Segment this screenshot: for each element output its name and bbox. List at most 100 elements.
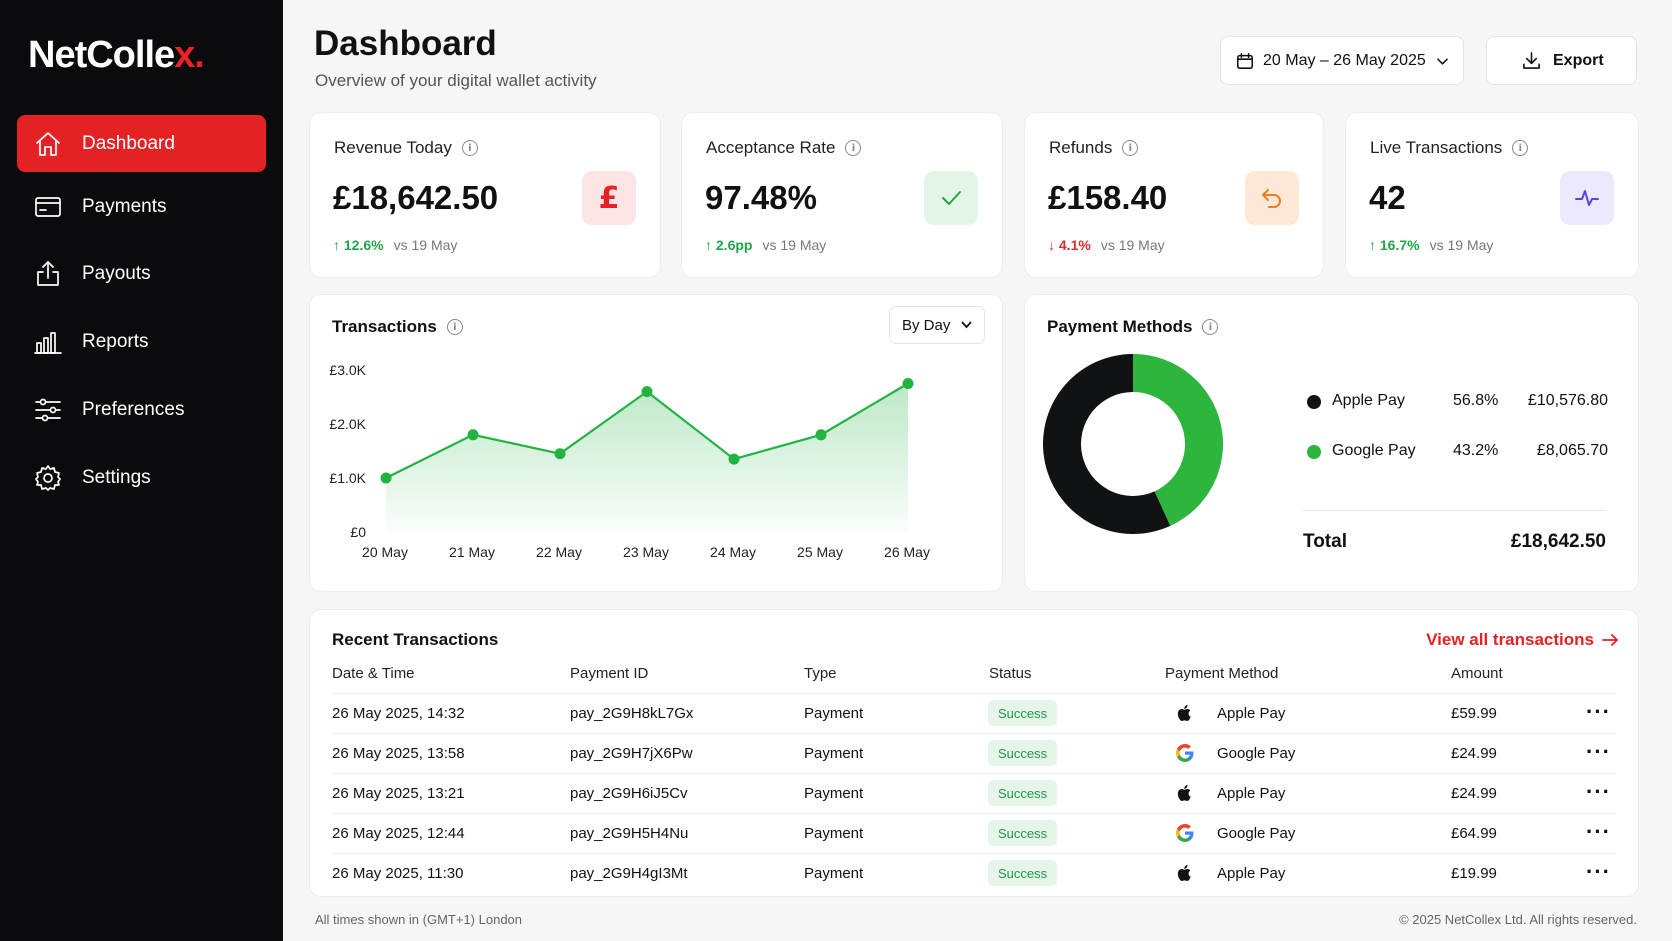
status-badge: Success <box>988 820 1058 846</box>
stat-delta: ↑ 2.6pp vs 19 May <box>705 237 826 253</box>
divider <box>1303 510 1606 511</box>
sidebar-item-payments[interactable]: Payments <box>17 178 266 235</box>
cell-payment-method: Google Pay <box>1217 745 1296 762</box>
stat-value: 42 <box>1369 179 1406 216</box>
payment-methods-card: Payment Methods i Apple Pay 56.8% £10,576… <box>1024 294 1639 592</box>
stat-card-refunds: Refunds i £158.40 ↓ 4.1% vs 19 May <box>1024 112 1324 278</box>
info-icon[interactable]: i <box>1202 319 1219 335</box>
stat-value: £158.40 <box>1048 179 1168 216</box>
delta-value: 4.1% <box>1058 237 1091 253</box>
column-header[interactable]: Payment Method <box>1165 665 1279 682</box>
more-actions-icon[interactable]: ··· <box>1586 699 1611 724</box>
data-point[interactable] <box>467 429 479 441</box>
cell-amount: £64.99 <box>1451 825 1497 842</box>
pulse-icon <box>1560 171 1614 225</box>
delta-value: 12.6% <box>343 237 384 253</box>
stat-value: 97.48% <box>705 179 817 216</box>
legend-pct: 56.8% <box>1453 392 1499 409</box>
more-actions-icon[interactable]: ··· <box>1586 779 1611 804</box>
sidebar-item-settings[interactable]: Settings <box>17 449 266 506</box>
table-row[interactable]: 26 May 2025, 13:21 pay_2G9H6iJ5Cv Paymen… <box>332 773 1616 813</box>
apple-icon <box>1177 865 1191 881</box>
cell-payment-method: Apple Pay <box>1217 865 1286 882</box>
view-all-label: View all transactions <box>1426 630 1594 649</box>
status-badge: Success <box>988 780 1058 806</box>
column-header[interactable]: Type <box>804 665 837 682</box>
legend-row-apple-pay: Apple Pay 56.8% £10,576.80 <box>1025 390 1638 414</box>
data-point[interactable] <box>380 472 392 484</box>
more-actions-icon[interactable]: ··· <box>1586 859 1611 884</box>
cell-type: Payment <box>804 785 864 802</box>
cell-type: Payment <box>804 705 864 722</box>
info-icon[interactable]: i <box>461 140 478 156</box>
x-tick-label: 26 May <box>884 544 930 560</box>
info-icon[interactable]: i <box>1122 140 1139 156</box>
gear-icon <box>35 464 61 491</box>
check-icon <box>924 171 978 225</box>
column-header[interactable]: Status <box>989 665 1032 682</box>
export-button[interactable]: Export <box>1486 36 1637 85</box>
stat-card-live: Live Transactions i 42 ↑ 16.7% vs 19 May <box>1345 112 1639 278</box>
data-point[interactable] <box>728 453 740 465</box>
payment-methods-title: Payment Methods <box>1047 317 1193 336</box>
delta-value: 2.6pp <box>715 237 753 253</box>
data-point[interactable] <box>902 378 914 389</box>
total-value: £18,642.50 <box>1510 531 1606 552</box>
granularity-select[interactable]: By Day <box>889 306 985 344</box>
sidebar-item-label: Preferences <box>82 398 185 420</box>
sidebar-item-payouts[interactable]: Payouts <box>17 245 266 302</box>
delta-value: 16.7% <box>1379 237 1420 253</box>
view-all-link[interactable]: View all transactions <box>1426 630 1618 650</box>
page-subtitle: Overview of your digital wallet activity <box>315 71 597 90</box>
table-row[interactable]: 26 May 2025, 11:30 pay_2G9H4gI3Mt Paymen… <box>332 853 1616 893</box>
y-tick-label: £0 <box>350 524 366 540</box>
y-tick-label: £3.0K <box>329 362 366 378</box>
more-actions-icon[interactable]: ··· <box>1586 739 1611 764</box>
transactions-chart-card: Transactions i By Day £0 £1.0K £2.0K £3.0K 20… <box>309 294 1003 592</box>
footer-timezone: All times shown in (GMT+1) London <box>315 912 523 927</box>
cell-type: Payment <box>804 825 864 842</box>
column-header[interactable]: Date & Time <box>332 665 415 682</box>
area-fill <box>386 383 908 532</box>
more-actions-icon[interactable]: ··· <box>1586 819 1611 844</box>
info-icon[interactable]: i <box>1512 140 1529 156</box>
google-icon <box>1176 824 1194 842</box>
bar-chart-icon <box>34 331 62 354</box>
table-row[interactable]: 26 May 2025, 14:32 pay_2G9H8kL7Gx Paymen… <box>332 693 1616 733</box>
brand-logo[interactable]: NetCollex. <box>28 34 205 77</box>
cell-payment-id: pay_2G9H7jX6Pw <box>570 745 693 762</box>
info-icon[interactable]: i <box>845 140 862 156</box>
home-icon <box>36 131 60 156</box>
cell-payment-id: pay_2G9H8kL7Gx <box>570 705 694 722</box>
undo-icon <box>1245 171 1299 225</box>
x-tick-label: 24 May <box>710 544 756 560</box>
info-icon[interactable]: i <box>446 319 463 335</box>
cell-payment-id: pay_2G9H5H4Nu <box>570 825 689 842</box>
google-icon <box>1176 744 1194 762</box>
sidebar-item-preferences[interactable]: Preferences <box>17 381 266 438</box>
legend-pct: 43.2% <box>1453 442 1499 459</box>
data-point[interactable] <box>554 448 566 460</box>
table-row[interactable]: 26 May 2025, 12:44 pay_2G9H5H4Nu Payment… <box>332 813 1616 853</box>
donut-slice[interactable] <box>1133 354 1223 526</box>
legend-dot <box>1307 445 1321 459</box>
stat-delta: ↑ 16.7% vs 19 May <box>1369 237 1493 253</box>
donut-slice[interactable] <box>1043 354 1171 534</box>
cell-type: Payment <box>804 745 864 762</box>
apple-icon <box>1177 705 1191 721</box>
arrow-right-icon <box>1602 634 1618 646</box>
column-header[interactable]: Payment ID <box>570 665 649 682</box>
column-header[interactable]: Amount <box>1451 665 1503 682</box>
sidebar-item-dashboard[interactable]: Dashboard <box>17 115 266 172</box>
x-tick-label: 20 May <box>362 544 408 560</box>
table-row[interactable]: 26 May 2025, 13:58 pay_2G9H7jX6Pw Paymen… <box>332 733 1616 773</box>
sidebar-item-reports[interactable]: Reports <box>17 313 266 370</box>
date-range-picker[interactable]: 20 May – 26 May 2025 <box>1220 36 1464 85</box>
data-point[interactable] <box>815 429 827 441</box>
download-icon <box>1523 52 1540 69</box>
stat-label: Live Transactions <box>1370 138 1503 157</box>
stat-card-acceptance: Acceptance Rate i 97.48% ↑ 2.6pp vs 19 May <box>681 112 1003 278</box>
stat-label-row: Acceptance Rate i <box>706 138 862 158</box>
status-badge: Success <box>988 700 1058 726</box>
data-point[interactable] <box>641 386 653 398</box>
